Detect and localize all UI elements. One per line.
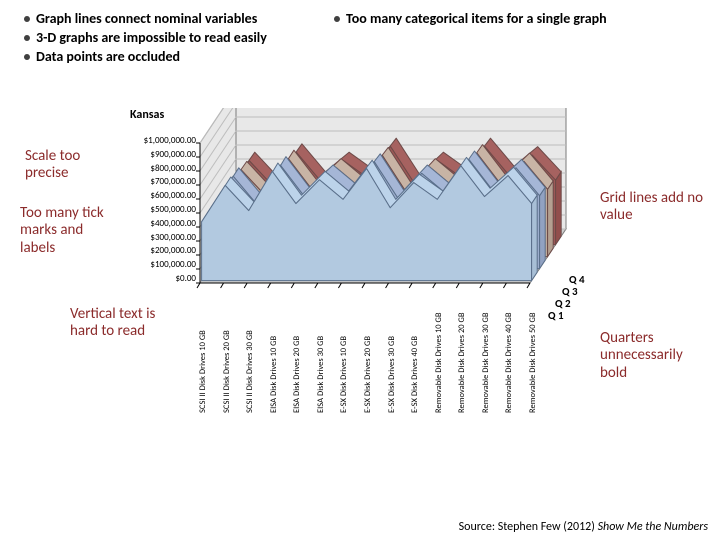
xlabel-11: Removable Disk Drives 20 GB [457,313,467,413]
z-label-q4: Q 4 [569,273,585,286]
xlabel-13: Removable Disk Drives 40 GB [504,313,514,413]
xlabel-7: E-SX Disk Drives 20 GB [363,336,373,413]
xlabel-9: E-SX Disk Drives 40 GB [410,336,420,413]
xlabel-1: SCSI II Disk Drives 20 GB [222,330,232,413]
xlabel-10: Removable Disk Drives 10 GB [434,313,444,413]
source-title: Show Me the Numbers [598,520,708,534]
annotation-gridlines: Grid lines add no value [600,190,710,225]
xlabel-5: EISA Disk Drives 30 GB [316,336,326,413]
xlabel-12: Removable Disk Drives 30 GB [481,313,491,413]
xlabel-14: Removable Disk Drives 50 GB [528,313,538,413]
xlabel-4: EISA Disk Drives 20 GB [292,336,302,413]
xlabel-0: SCSI II Disk Drives 10 GB [198,330,208,413]
source-citation: Source: Stephen Few (2012) Show Me the N… [459,520,708,534]
source-prefix: Source: Stephen Few (2012) [459,520,598,534]
bullet-left-2: Data points are occluded [36,48,180,67]
bullet-left-1: 3-D graphs are impossible to read easily [36,29,267,48]
z-label-q3: Q 3 [562,285,578,298]
xlabel-3: EISA Disk Drives 10 GB [269,336,279,413]
bullet-left-0: Graph lines connect nominal variables [36,10,257,29]
z-label-q2: Q 2 [555,297,571,310]
z-label-q1: Q 1 [548,309,564,322]
bullet-right-0: Too many categorical items for a single … [346,10,607,29]
xlabel-6: E-SX Disk Drives 10 GB [339,336,349,413]
annotation-scale: Scale too precise [25,148,105,183]
xlabel-8: E-SX Disk Drives 30 GB [387,336,397,413]
xlabel-2: SCSI II Disk Drives 30 GB [245,330,255,413]
annotation-ticks: Too many tick marks and labels [20,205,110,257]
x-axis-labels: SCSI II Disk Drives 10 GB SCSI II Disk Dr… [198,298,598,448]
critique-bullets: •Graph lines connect nominal variables •… [18,10,708,67]
annotation-quarters: Quarters unnecessarily bold [600,330,710,382]
